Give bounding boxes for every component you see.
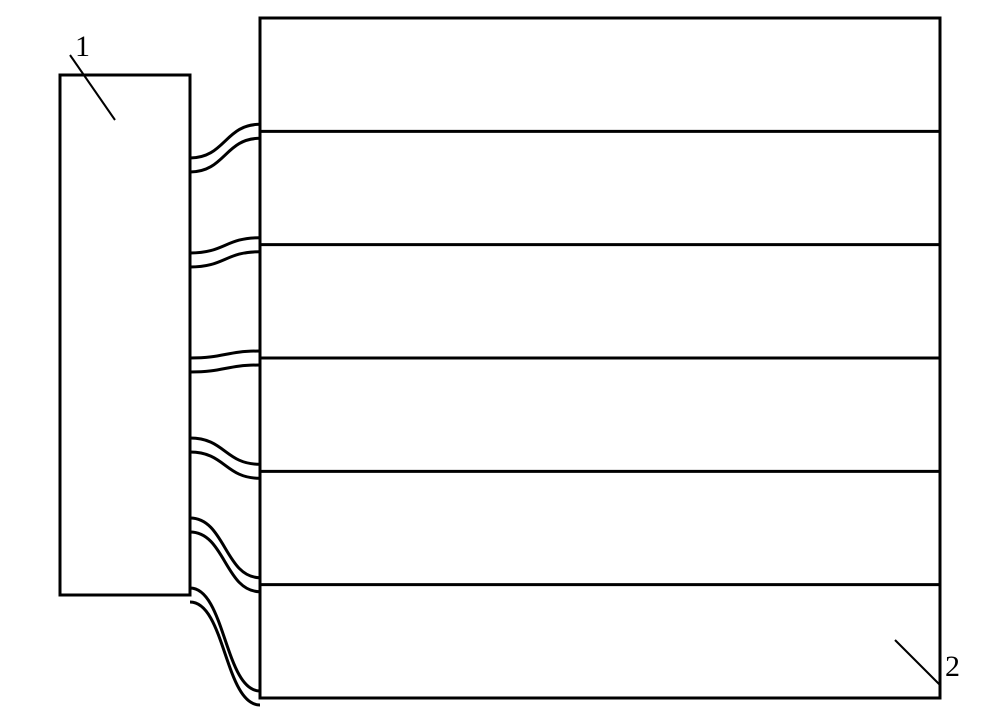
callout-label-1: 1	[75, 30, 90, 64]
diagram-svg	[0, 0, 1000, 713]
schematic-diagram	[0, 0, 1000, 713]
callout-label-2: 2	[945, 650, 960, 684]
